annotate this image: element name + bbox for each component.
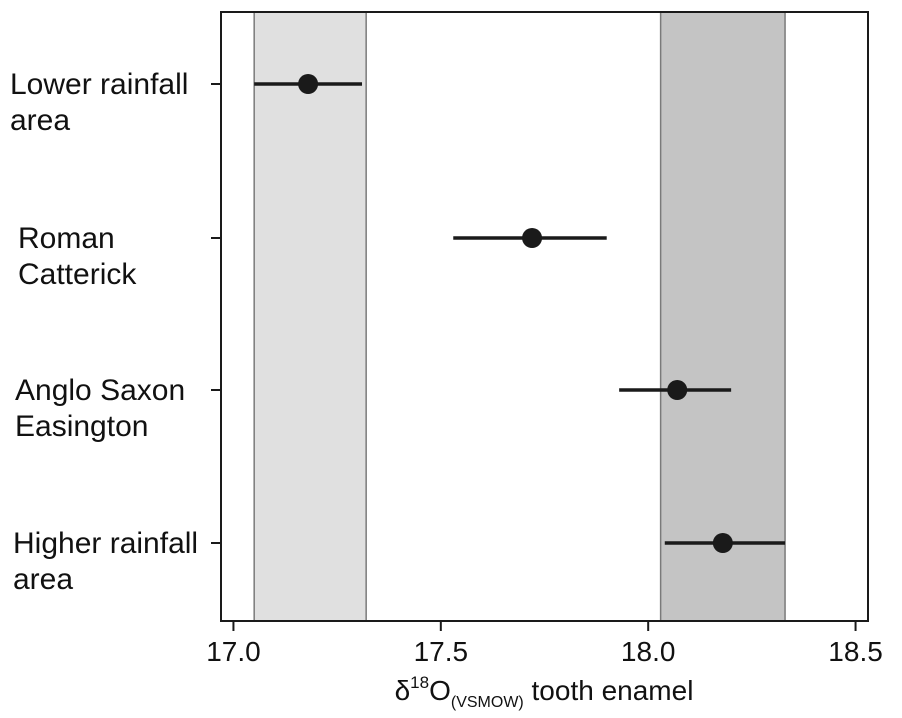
reference-band-1 <box>253 11 367 622</box>
category-label-line: area <box>13 563 73 596</box>
mean-point <box>522 228 543 248</box>
category-label: Higher rainfall area <box>13 527 198 596</box>
x-axis-title: δ18O(VSMOW) tooth enamel <box>395 673 694 711</box>
x-axis-title-superscript: 18 <box>410 673 429 692</box>
plot-frame <box>220 11 869 622</box>
category-label: Lower rainfall area <box>10 68 188 137</box>
category-label-line: Catterick <box>18 258 137 291</box>
x-tick-label: 18.5 <box>828 636 883 667</box>
mean-point <box>712 533 733 553</box>
category-label-line: Lower rainfall <box>10 68 188 101</box>
x-axis-title-suffix: tooth enamel <box>524 675 694 706</box>
mean-point <box>667 380 688 400</box>
category-label-line: Anglo Saxon <box>15 374 185 407</box>
mean-point <box>298 74 319 94</box>
category-label-line: Roman <box>18 222 115 255</box>
category-label-line: Higher rainfall <box>13 527 198 560</box>
x-tick-label: 17.0 <box>206 636 261 667</box>
data-marks <box>254 74 786 553</box>
reference-bands <box>253 11 786 622</box>
category-label: Anglo Saxon Easington <box>15 374 185 443</box>
category-label: Roman Catterick <box>18 222 137 291</box>
x-axis-title-symbol: δ <box>395 675 411 706</box>
category-label-line: Easington <box>15 410 148 443</box>
x-tick-label: 18.0 <box>621 636 676 667</box>
x-axis-ticks: 17.0 17.5 18.0 18.5 <box>206 621 883 667</box>
x-axis-title-main: O <box>429 675 451 706</box>
reference-band-2 <box>659 11 786 622</box>
category-label-line: area <box>10 104 70 137</box>
y-axis-ticks <box>211 83 221 544</box>
x-tick-label: 17.5 <box>414 636 469 667</box>
x-axis-title-subscript: (VSMOW) <box>451 694 524 711</box>
